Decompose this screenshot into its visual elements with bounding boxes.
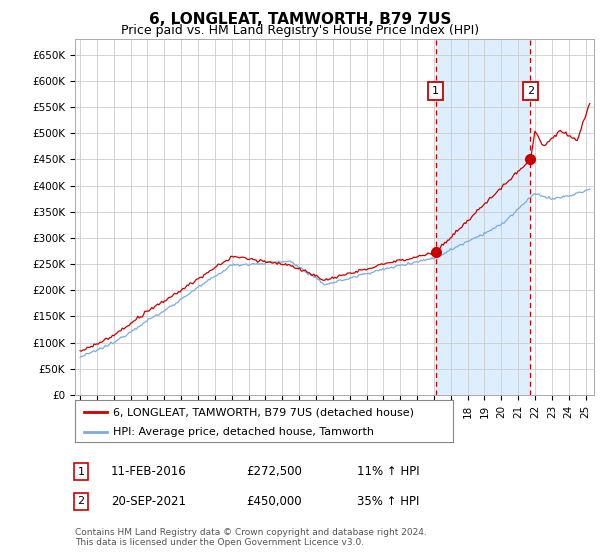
Text: Price paid vs. HM Land Registry's House Price Index (HPI): Price paid vs. HM Land Registry's House … — [121, 24, 479, 36]
Text: £272,500: £272,500 — [246, 465, 302, 478]
Text: 6, LONGLEAT, TAMWORTH, B79 7US: 6, LONGLEAT, TAMWORTH, B79 7US — [149, 12, 451, 27]
Text: 1: 1 — [432, 86, 439, 96]
Text: 1: 1 — [77, 466, 85, 477]
Text: 11% ↑ HPI: 11% ↑ HPI — [357, 465, 419, 478]
Text: 2: 2 — [77, 496, 85, 506]
Text: HPI: Average price, detached house, Tamworth: HPI: Average price, detached house, Tamw… — [113, 427, 374, 437]
Text: 20-SEP-2021: 20-SEP-2021 — [111, 494, 186, 508]
Text: 35% ↑ HPI: 35% ↑ HPI — [357, 494, 419, 508]
Text: £450,000: £450,000 — [246, 494, 302, 508]
Text: 2: 2 — [527, 86, 534, 96]
Text: 6, LONGLEAT, TAMWORTH, B79 7US (detached house): 6, LONGLEAT, TAMWORTH, B79 7US (detached… — [113, 407, 414, 417]
Text: Contains HM Land Registry data © Crown copyright and database right 2024.
This d: Contains HM Land Registry data © Crown c… — [75, 528, 427, 547]
Text: 11-FEB-2016: 11-FEB-2016 — [111, 465, 187, 478]
Bar — [436, 39, 530, 395]
